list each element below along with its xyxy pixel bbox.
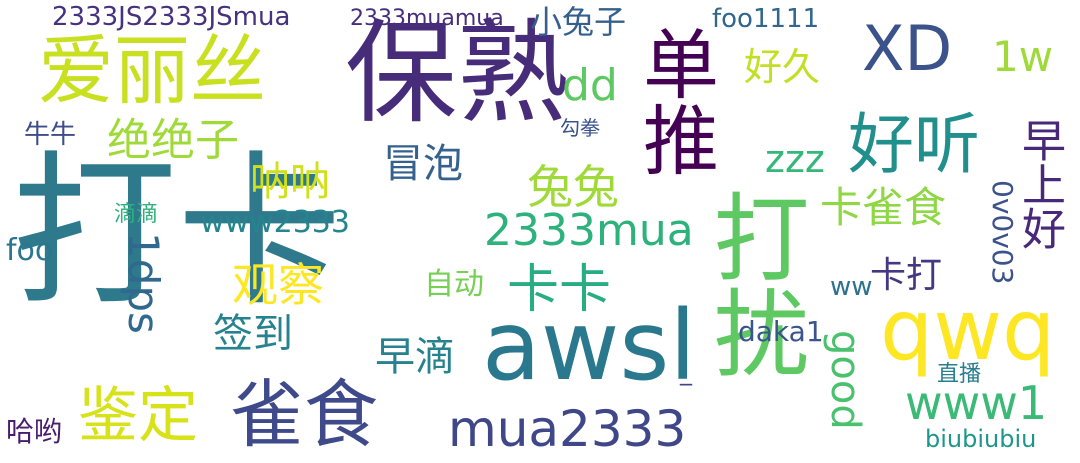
word-www1: www1 bbox=[905, 376, 1048, 430]
word-观察: 观察 bbox=[232, 258, 324, 312]
word-qwq: qwq bbox=[880, 281, 1056, 379]
word-卡打: 卡打 bbox=[870, 255, 943, 296]
word-爱丽丝: 爱丽丝 bbox=[38, 26, 266, 115]
word-2333mua: 2333mua bbox=[484, 205, 694, 256]
word-2333muamua: 2333muamua bbox=[350, 6, 504, 31]
word-good: good bbox=[822, 330, 868, 430]
word-直播: 直播 bbox=[937, 362, 982, 387]
word-兔兔: 兔兔 bbox=[527, 160, 619, 214]
word-XD: XD bbox=[862, 12, 953, 85]
word-鉴定: 鉴定 bbox=[78, 381, 198, 451]
word-呐呐: 呐呐 bbox=[250, 159, 330, 205]
word-ww: ww bbox=[830, 272, 873, 302]
word-单推: 单推 bbox=[630, 25, 719, 177]
word-绝绝子: 绝绝子 bbox=[107, 115, 239, 166]
word-biubiubiu: biubiubiu bbox=[925, 425, 1037, 453]
word-好久: 好久 bbox=[744, 45, 821, 89]
word-2333JS2333JSmua: 2333JS2333JSmua bbox=[52, 2, 291, 32]
word-好听: 好听 bbox=[848, 106, 980, 183]
word-daka1: daka1 bbox=[738, 315, 824, 348]
word-牛牛: 牛牛 bbox=[24, 120, 77, 150]
word-滴滴: 滴滴 bbox=[114, 202, 159, 227]
word-早上好: 早上好 bbox=[1014, 118, 1065, 250]
word-雀食: 雀食 bbox=[230, 372, 378, 458]
word-勾拳: 勾拳 bbox=[560, 116, 600, 140]
word-1dps: 1dps bbox=[119, 232, 168, 334]
word-zzz: zzz bbox=[765, 137, 825, 181]
word-保熟: 保熟 bbox=[345, 9, 569, 139]
word-foo: foo bbox=[6, 233, 54, 268]
word-foo1111: foo1111 bbox=[712, 4, 820, 34]
word-打卡: 打卡 bbox=[12, 136, 342, 328]
word-dd: dd bbox=[562, 60, 618, 111]
word-mua2333: mua2333 bbox=[448, 400, 687, 458]
word-0v0v03: 0v0v03 bbox=[986, 180, 1019, 285]
word-1w: 1w bbox=[992, 32, 1054, 81]
word-小兔子: 小兔子 bbox=[530, 3, 627, 41]
word-签到: 签到 bbox=[213, 311, 293, 357]
word-早滴: 早滴 bbox=[375, 334, 455, 380]
word-冒泡: 冒泡 bbox=[383, 141, 463, 187]
word-卡雀食: 卡雀食 bbox=[820, 183, 947, 232]
word-underscore: _ bbox=[680, 358, 692, 386]
word-www2333: www2333 bbox=[200, 205, 350, 240]
word-自动: 自动 bbox=[424, 267, 484, 302]
word-哈哟: 哈哟 bbox=[6, 415, 63, 448]
word-卡卡: 卡卡 bbox=[507, 260, 612, 320]
word-打扰: 打扰 bbox=[697, 188, 809, 380]
word-awsl: awsl bbox=[482, 290, 697, 402]
